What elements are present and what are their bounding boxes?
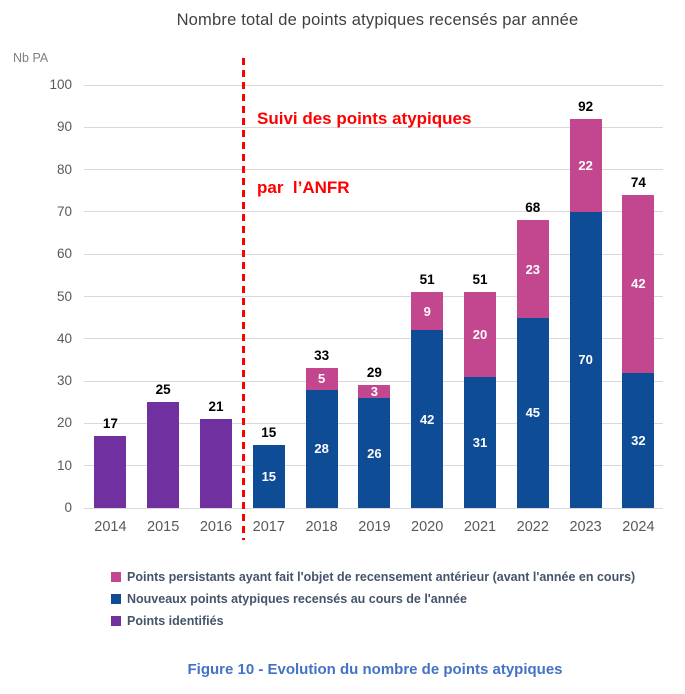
gridline	[84, 126, 663, 128]
y-tick-label: 70	[56, 203, 72, 219]
gridline	[84, 296, 663, 297]
bar-segment: 22	[569, 118, 602, 212]
bar-segment	[147, 402, 180, 508]
bar-total-label: 51	[419, 272, 435, 288]
bar-segment: 20	[464, 292, 496, 377]
y-tick-label: 50	[56, 288, 72, 304]
bar-total-label: 92	[578, 98, 594, 114]
bar-segment: 42	[622, 194, 655, 373]
gridline	[84, 253, 663, 255]
legend-label: Points persistants ayant fait l'objet de…	[127, 570, 636, 584]
bar-segment: 45	[516, 317, 549, 508]
bar-segment: 15	[252, 444, 285, 508]
anfr-annotation: Suivi des points atypiques par l’ANFR	[257, 61, 471, 245]
bar-segment: 26	[358, 398, 391, 508]
x-tick-label: 2015	[147, 519, 180, 535]
y-tick-label: 100	[49, 77, 72, 92]
bar-segment	[200, 419, 232, 508]
y-tick-label: 40	[56, 330, 72, 346]
y-tick-label: 90	[56, 119, 72, 135]
x-tick-label: 2024	[622, 519, 655, 535]
gridline	[84, 169, 663, 171]
gridline	[84, 507, 663, 509]
bar-total-label: 21	[208, 399, 224, 415]
y-tick-label: 30	[56, 373, 72, 389]
bar-segment: 23	[516, 220, 549, 318]
bar-total-label: 29	[366, 365, 382, 381]
y-tick-label: 0	[64, 500, 72, 515]
legend-swatch	[111, 572, 121, 582]
bar-segment	[94, 436, 127, 508]
legend-item: Points identifiés	[111, 610, 635, 632]
x-tick-label: 2023	[569, 519, 602, 535]
y-tick-label: 80	[56, 161, 72, 177]
bar-segment: 31	[464, 376, 496, 508]
chart-title: Nombre total de points atypiques recensé…	[176, 11, 579, 29]
anfr-divider-line	[242, 58, 245, 540]
legend-label: Points identifiés	[127, 614, 224, 628]
y-axis-unit-label: Nb PA	[13, 51, 49, 65]
gridline	[84, 211, 663, 213]
y-tick-label: 10	[56, 457, 72, 473]
bar-segment: 28	[305, 389, 338, 508]
legend-label: Nouveaux points atypiques recensés au co…	[127, 592, 467, 606]
bar-segment: 32	[622, 372, 655, 508]
legend-item: Points persistants ayant fait l'objet de…	[111, 566, 635, 588]
gridline	[84, 84, 663, 86]
x-tick-label: 2014	[94, 519, 127, 535]
legend-swatch	[111, 616, 121, 626]
bar-segment: 42	[411, 330, 444, 508]
bar-segment: 70	[569, 211, 602, 508]
legend: Points persistants ayant fait l'objet de…	[111, 566, 635, 632]
bar-total-label: 17	[102, 416, 118, 432]
plot-area: 0 10 20 30 40 50 60 70 80 90 100 17 2014 25 2015 21 2016…	[49, 77, 663, 535]
x-tick-label: 2021	[463, 519, 497, 535]
x-tick-label: 2020	[411, 519, 444, 535]
x-tick-label: 2017	[252, 519, 285, 535]
bar-total-label: 51	[472, 272, 488, 288]
bar-total-label: 74	[630, 174, 646, 190]
bar-total-label: 25	[155, 382, 171, 398]
annotation-line-1: Suivi des points atypiques	[257, 109, 472, 128]
figure-caption: Figure 10 - Evolution du nombre de point…	[187, 661, 563, 678]
bar-total-label: 15	[261, 424, 277, 440]
gridline	[84, 380, 663, 382]
bar-total-label: 33	[314, 348, 330, 364]
legend-swatch	[111, 594, 121, 604]
y-tick-label: 60	[56, 246, 72, 262]
legend-item: Nouveaux points atypiques recensés au co…	[111, 588, 635, 610]
bar-segment: 3	[358, 385, 391, 399]
bar-segment: 5	[305, 368, 338, 390]
y-tick-label: 20	[56, 415, 72, 431]
bar-segment: 9	[411, 292, 444, 331]
bar-total-label: 68	[525, 200, 541, 216]
annotation-line-2: par l’ANFR	[257, 178, 350, 197]
x-tick-label: 2016	[199, 519, 233, 535]
gridline	[84, 338, 663, 340]
x-tick-label: 2022	[516, 519, 549, 535]
x-tick-label: 2018	[305, 519, 338, 535]
x-tick-label: 2019	[358, 519, 391, 535]
